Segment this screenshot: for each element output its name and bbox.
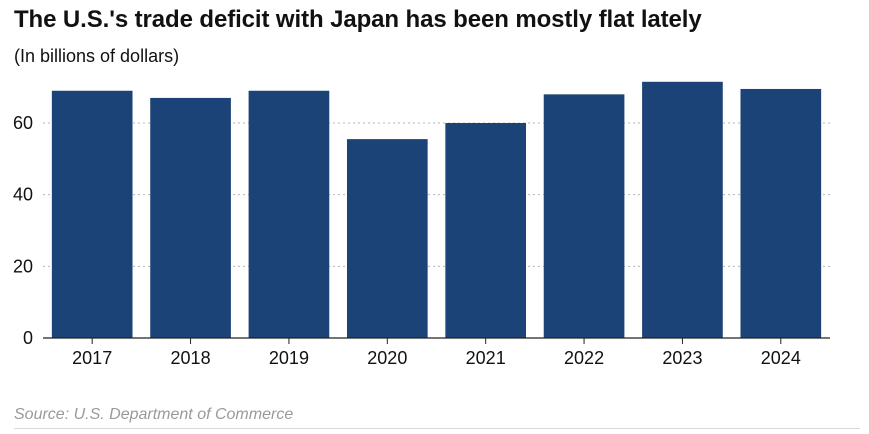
bar-2017 (51, 90, 133, 338)
x-tick-label-2020: 2020 (367, 348, 407, 368)
x-tick-label-2023: 2023 (662, 348, 702, 368)
y-tick-label-0: 0 (23, 328, 33, 348)
bar-2019 (248, 90, 330, 338)
chart-subtitle: (In billions of dollars) (14, 46, 180, 66)
y-tick-label-60: 60 (13, 113, 33, 133)
y-tick-label-20: 20 (13, 256, 33, 276)
tick-labels: 0 20 40 60 2017 2018 2019 2020 2021 2022 2023 2024 (13, 113, 801, 368)
bar-2022 (543, 94, 625, 338)
x-tick-label-2024: 2024 (761, 348, 801, 368)
y-tick-label-40: 40 (13, 185, 33, 205)
x-tick-label-2017: 2017 (72, 348, 112, 368)
x-tick-label-2022: 2022 (564, 348, 604, 368)
x-tick-label-2018: 2018 (171, 348, 211, 368)
x-tick-label-2019: 2019 (269, 348, 309, 368)
bars (51, 81, 822, 339)
bar-2021 (445, 123, 527, 338)
bar-2023 (642, 81, 723, 339)
bar-2024 (740, 88, 822, 338)
x-tick-label-2021: 2021 (466, 348, 506, 368)
bar-2020 (346, 139, 428, 338)
source-note: Source: U.S. Department of Commerce (14, 406, 294, 423)
chart-title: The U.S.'s trade deficit with Japan has … (14, 6, 702, 33)
axes (43, 337, 830, 344)
bar-2018 (150, 97, 231, 339)
source-divider (14, 428, 860, 429)
